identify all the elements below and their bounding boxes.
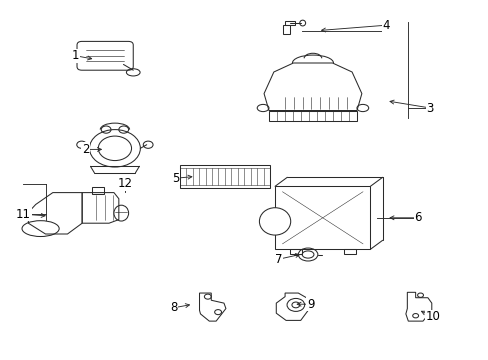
Text: 12: 12	[117, 177, 132, 190]
Text: 3: 3	[426, 102, 433, 114]
Text: 10: 10	[425, 310, 439, 323]
Text: 1: 1	[72, 49, 80, 62]
Bar	[285, 21, 294, 25]
Text: 4: 4	[382, 19, 389, 32]
Bar	[180, 165, 269, 188]
Text: 2: 2	[81, 143, 89, 156]
Bar	[343, 249, 355, 253]
Text: 6: 6	[413, 211, 421, 224]
Text: 8: 8	[169, 301, 177, 314]
Text: 11: 11	[16, 208, 31, 221]
Text: 5: 5	[172, 172, 180, 185]
Bar	[92, 187, 104, 194]
Text: 9: 9	[306, 298, 314, 311]
Bar	[283, 25, 289, 34]
Text: 7: 7	[274, 253, 282, 266]
Bar	[289, 249, 301, 253]
Bar	[274, 186, 370, 249]
Bar	[268, 111, 356, 121]
Ellipse shape	[259, 208, 290, 235]
